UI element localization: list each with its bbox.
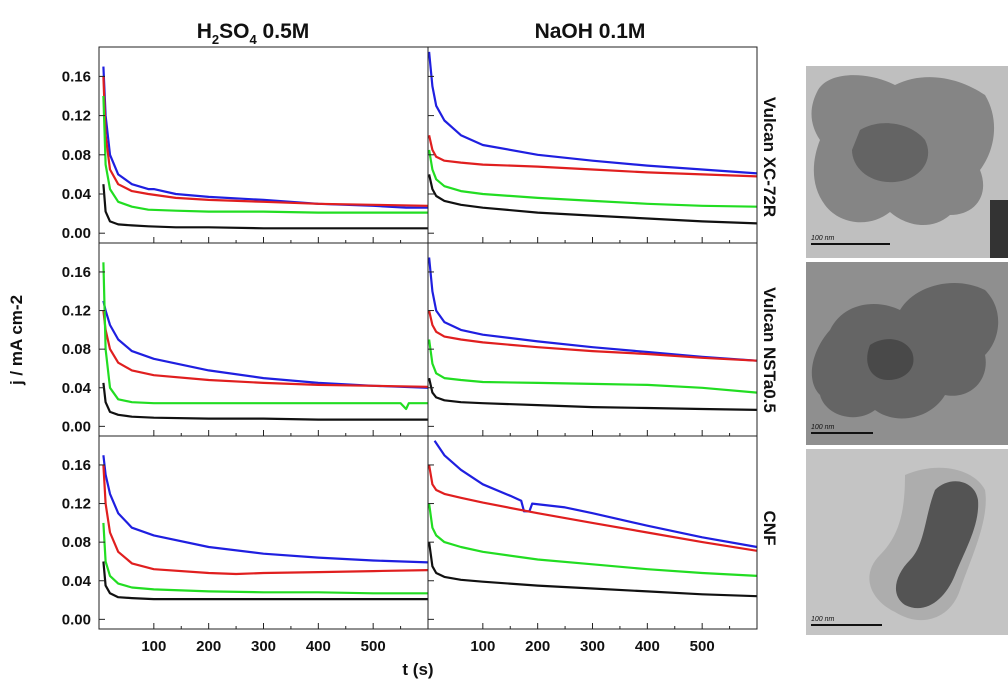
y-tick-label: 0.16	[62, 457, 91, 474]
series-line-4	[428, 377, 758, 411]
series-line-4	[428, 541, 758, 598]
y-tick-label: 0.16	[62, 264, 91, 281]
plot-frame	[427, 435, 758, 630]
y-tick-label: 0.08	[62, 341, 91, 358]
x-tick-label: 100	[141, 638, 166, 655]
tem-particle-cluster-dark	[867, 339, 914, 380]
col-title-h2so4-sub2: 4	[249, 32, 257, 47]
series-line-1	[102, 300, 429, 389]
tem-images: 100 nm 100 nm 100 nm	[806, 66, 1008, 635]
series-line-1	[102, 455, 429, 564]
series-line-3	[102, 95, 428, 214]
col-title-h2so4: H2SO4 0.5M	[197, 20, 310, 47]
x-tick-label: 100	[470, 638, 495, 655]
y-tick-label: 0.00	[62, 611, 91, 628]
series-line-4	[102, 382, 428, 421]
y-tick-label: 0.16	[62, 68, 91, 85]
row-label-vulcan-xc72r: Vulcan XC-72R	[760, 97, 779, 217]
col-title-naoh: NaOH 0.1M	[535, 20, 646, 43]
series-line-4	[428, 174, 758, 225]
x-axis-label: t (s)	[402, 660, 433, 679]
x-tick-label: 400	[306, 638, 331, 655]
series-line-2	[102, 76, 429, 207]
x-tick-label: 200	[196, 638, 221, 655]
x-tick-label: 500	[690, 638, 715, 655]
tem-image-cnf: 100 nm	[806, 449, 1008, 635]
x-tick-label: 300	[251, 638, 276, 655]
col-title-h2so4-mid: SO	[219, 20, 249, 43]
tem-scale-label: 100 nm	[811, 616, 835, 623]
row-label-vulcan-nsta05: Vulcan NSTa0.5	[760, 287, 779, 413]
series-line-2	[102, 464, 429, 576]
series-line-1	[102, 66, 428, 209]
y-tick-label: 0.00	[62, 225, 91, 242]
x-tick-label: 400	[635, 638, 660, 655]
series-line-2	[102, 310, 429, 388]
tem-image-right-strip	[990, 200, 1008, 258]
series-line-4	[102, 184, 428, 230]
y-tick-label: 0.00	[62, 418, 91, 435]
chart-panel-4	[427, 242, 758, 437]
tem-particle-cluster-dark	[852, 123, 929, 183]
series-line-3	[102, 262, 428, 411]
y-tick-label: 0.12	[62, 108, 91, 125]
series-line-4	[102, 561, 428, 601]
chart-panel-3: 0.00 0.04 0.08 0.12 0.16	[62, 242, 429, 437]
tem-scale-label: 100 nm	[811, 424, 835, 431]
y-tick-label: 0.12	[62, 496, 91, 513]
x-tick-label: 500	[361, 638, 386, 655]
x-tick-label: 300	[580, 638, 605, 655]
chart-panel-1: 0.00 0.04 0.08 0.12 0.16	[62, 46, 429, 244]
series-line-3	[102, 522, 428, 595]
series-line-1	[428, 51, 758, 175]
y-tick-label: 0.04	[62, 573, 92, 590]
tem-fiber-core	[895, 481, 979, 609]
plot-frame	[98, 242, 429, 437]
series-line-3	[428, 339, 758, 394]
col-title-h2so4-H: H	[197, 20, 212, 43]
col-title-h2so4-rest: 0.5M	[257, 20, 310, 43]
x-tick-label: 200	[525, 638, 550, 655]
y-axis-label: j / mA cm-2	[7, 295, 26, 386]
row-label-cnf: CNF	[760, 511, 779, 546]
y-tick-label: 0.08	[62, 534, 91, 551]
y-tick-label: 0.04	[62, 380, 92, 397]
tem-image-vulcan-nsta05: 100 nm	[806, 262, 1008, 445]
col-title-h2so4-sub1: 2	[212, 32, 219, 47]
plot-frame	[427, 46, 758, 244]
y-tick-label: 0.08	[62, 147, 91, 164]
series-line-2	[428, 464, 758, 552]
tem-image-vulcan-xc72r: 100 nm	[806, 66, 1008, 258]
chart-panel-2	[427, 46, 758, 244]
series-line-3	[428, 149, 758, 208]
series-line-2	[428, 134, 758, 178]
panel-grid: 0.00 0.04 0.08 0.12 0.16 0.00 0.04 0.08 0.12 0.16…	[62, 46, 758, 655]
series-line-1	[433, 440, 758, 549]
series-line-2	[428, 310, 758, 362]
chart-panel-5: 100 200 300 400 500 0.00 0.04 0.08 0.12 0.16	[62, 435, 429, 655]
y-tick-label: 0.12	[62, 303, 91, 320]
y-tick-label: 0.04	[62, 186, 92, 203]
series-line-3	[428, 503, 758, 577]
series-line-1	[428, 257, 758, 362]
chart-panel-6: 100 200 300 400 500	[427, 435, 758, 655]
tem-scale-label: 100 nm	[811, 235, 835, 242]
